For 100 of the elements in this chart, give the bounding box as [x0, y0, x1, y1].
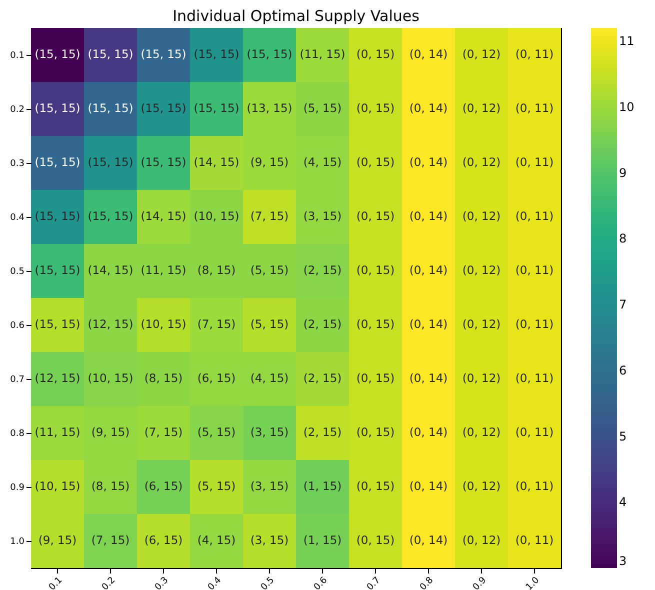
data-label: (6, 15)	[197, 371, 236, 385]
data-label: (6, 15)	[144, 479, 183, 493]
data-label: (2, 15)	[303, 263, 342, 277]
x-tick-label: 1.0	[524, 575, 542, 590]
color-bar-label: 8	[619, 232, 627, 246]
data-label: (1, 15)	[303, 533, 342, 547]
data-label: (0, 15)	[356, 263, 395, 277]
data-label: (7, 15)	[250, 209, 289, 223]
data-label: (5, 15)	[303, 101, 342, 115]
data-label: (15, 15)	[194, 47, 240, 61]
data-label: (0, 15)	[356, 155, 395, 169]
data-label: (5, 15)	[197, 479, 236, 493]
data-label: (10, 15)	[194, 209, 240, 223]
data-label: (15, 15)	[34, 101, 80, 115]
y-tick-label: 1.0	[10, 537, 25, 547]
data-label: (15, 15)	[34, 263, 80, 277]
y-tick-label: 0.4	[10, 213, 25, 223]
data-label: (8, 15)	[197, 263, 236, 277]
y-tick-label: 0.2	[10, 105, 24, 115]
data-label: (14, 15)	[88, 263, 134, 277]
data-label: (10, 15)	[88, 371, 134, 385]
data-label: (15, 15)	[140, 47, 186, 61]
data-label: (11, 15)	[140, 263, 186, 277]
x-tick-label: 0.1	[47, 576, 65, 590]
data-label: (0, 11)	[515, 371, 554, 385]
data-label: (0, 11)	[515, 263, 554, 277]
data-label: (0, 12)	[462, 533, 501, 547]
data-label: (0, 11)	[515, 101, 554, 115]
data-label: (3, 15)	[303, 209, 342, 223]
data-label: (14, 15)	[140, 209, 186, 223]
data-label: (0, 14)	[409, 533, 448, 547]
data-label: (11, 15)	[300, 47, 346, 61]
data-label: (0, 15)	[356, 371, 395, 385]
data-label: (0, 12)	[462, 209, 501, 223]
data-label: (15, 15)	[88, 155, 134, 169]
data-label: (15, 15)	[194, 101, 240, 115]
data-label: (0, 11)	[515, 425, 554, 439]
data-label: (8, 15)	[144, 371, 183, 385]
data-label: (0, 12)	[462, 263, 501, 277]
x-tick-label: 0.3	[153, 576, 171, 590]
data-label: (0, 14)	[409, 209, 448, 223]
data-label: (0, 14)	[409, 425, 448, 439]
data-label: (3, 15)	[250, 479, 289, 493]
data-label: (0, 15)	[356, 425, 395, 439]
data-label: (15, 15)	[88, 209, 134, 223]
chart-title: Individual Optimal Supply Values	[172, 7, 420, 25]
data-label: (10, 15)	[140, 317, 186, 331]
data-label: (0, 15)	[356, 101, 395, 115]
data-label: (0, 15)	[356, 47, 395, 61]
y-tick-label: 0.9	[10, 483, 25, 493]
data-label: (10, 15)	[34, 479, 80, 493]
x-tick-label: 0.4	[206, 575, 224, 590]
data-label: (0, 15)	[356, 209, 395, 223]
color-bar-label: 11	[619, 34, 634, 48]
data-label: (0, 12)	[462, 101, 501, 115]
data-label: (0, 11)	[515, 533, 554, 547]
data-label: (4, 15)	[303, 155, 342, 169]
data-label: (14, 15)	[194, 155, 240, 169]
data-label: (0, 14)	[409, 47, 448, 61]
data-label: (0, 11)	[515, 317, 554, 331]
data-label: (3, 15)	[250, 533, 289, 547]
y-tick-label: 0.3	[10, 159, 24, 169]
data-label: (0, 11)	[515, 47, 554, 61]
data-label: (1, 15)	[303, 479, 342, 493]
data-label: (9, 15)	[91, 425, 130, 439]
data-label: (0, 12)	[462, 371, 501, 385]
data-label: (15, 15)	[246, 47, 292, 61]
data-label: (0, 15)	[356, 479, 395, 493]
data-label: (9, 15)	[250, 155, 289, 169]
color-bar-label: 4	[619, 495, 627, 510]
data-label: (3, 15)	[250, 425, 289, 439]
data-label: (15, 15)	[34, 155, 80, 169]
data-label: (13, 15)	[246, 101, 292, 115]
data-label: (0, 12)	[462, 479, 501, 493]
data-label: (0, 14)	[409, 371, 448, 385]
data-label: (0, 12)	[462, 317, 501, 331]
data-label: (0, 14)	[409, 263, 448, 277]
data-label: (5, 15)	[197, 425, 236, 439]
y-tick-label: 0.6	[10, 321, 25, 331]
color-bar-label: 6	[619, 363, 627, 378]
data-label: (0, 12)	[462, 155, 501, 169]
data-label: (0, 14)	[409, 317, 448, 331]
data-label: (4, 15)	[197, 533, 236, 547]
data-label: (0, 11)	[515, 209, 554, 223]
data-label: (15, 15)	[34, 209, 80, 223]
data-label: (15, 15)	[88, 47, 134, 61]
x-tick-label: 0.7	[365, 576, 383, 590]
data-label: (0, 11)	[515, 155, 554, 169]
data-label: (2, 15)	[303, 425, 342, 439]
data-label: (0, 12)	[462, 425, 501, 439]
x-tick-label: 0.9	[471, 575, 489, 590]
data-label: (15, 15)	[34, 47, 80, 61]
color-bar-label: 7	[619, 298, 627, 312]
y-tick-label: 0.5	[10, 267, 24, 277]
color-bar-label: 5	[619, 429, 627, 444]
x-tick-label: 0.8	[418, 575, 436, 590]
data-label: (2, 15)	[303, 371, 342, 385]
data-label: (6, 15)	[144, 533, 183, 547]
data-label: (15, 15)	[88, 101, 134, 115]
data-label: (7, 15)	[197, 317, 236, 331]
